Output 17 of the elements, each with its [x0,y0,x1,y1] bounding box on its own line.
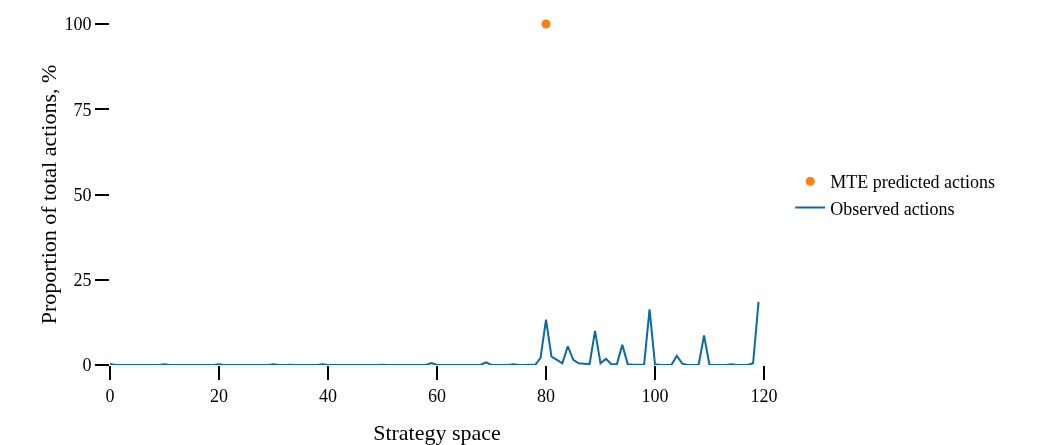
y-tick-label: 100 [64,14,92,35]
legend-label: Observed actions [830,198,955,219]
x-tick-label: 100 [641,385,669,406]
y-tick-label: 50 [73,184,92,205]
x-axis-title: Strategy space [373,420,501,445]
legend-label: MTE predicted actions [830,172,996,193]
y-tick-label: 25 [73,270,92,291]
x-tick-label: 40 [319,385,337,406]
line-series [110,300,760,365]
y-axis-title: Proportion of total actions, % [36,64,61,325]
y-tick-label: 0 [82,355,92,376]
x-tick-label: 60 [428,385,446,406]
x-tick-label: 80 [537,385,555,406]
x-tick-label: 120 [750,385,778,406]
x-tick-label: 0 [105,385,115,406]
y-tick-label: 75 [73,99,92,120]
x-tick-label: 20 [210,385,228,406]
